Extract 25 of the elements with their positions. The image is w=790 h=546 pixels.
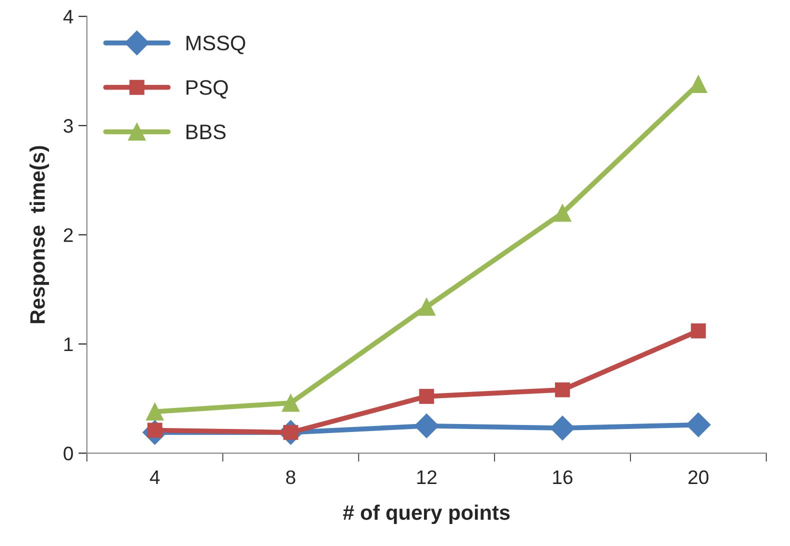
y-axis-title: Response time(s) bbox=[30, 146, 50, 324]
point bbox=[555, 382, 570, 398]
y-tick-label: 0 bbox=[64, 446, 73, 460]
y-tick-label: 2 bbox=[64, 228, 73, 242]
legend-label: MSSQ bbox=[186, 36, 246, 54]
point bbox=[282, 394, 300, 412]
y-tick-label: 3 bbox=[64, 119, 73, 133]
x-tick-label: 8 bbox=[286, 470, 296, 484]
y-tick-label: 4 bbox=[63, 10, 74, 24]
point bbox=[418, 298, 436, 316]
x-tick-label: 12 bbox=[417, 470, 436, 484]
point bbox=[146, 402, 164, 421]
x-tick-label: 16 bbox=[553, 470, 572, 484]
x-axis-title: # of query points bbox=[343, 504, 510, 524]
point bbox=[550, 416, 575, 440]
x-tick-label: 20 bbox=[688, 470, 708, 484]
point bbox=[686, 412, 711, 438]
point bbox=[690, 323, 706, 338]
y-tick-label: 1 bbox=[64, 338, 73, 352]
legend-label: PSQ bbox=[186, 80, 228, 99]
point bbox=[554, 204, 572, 222]
legend-label: BBS bbox=[186, 124, 226, 140]
x-tick-label: 4 bbox=[150, 470, 160, 484]
point bbox=[414, 414, 439, 438]
point bbox=[419, 388, 434, 404]
